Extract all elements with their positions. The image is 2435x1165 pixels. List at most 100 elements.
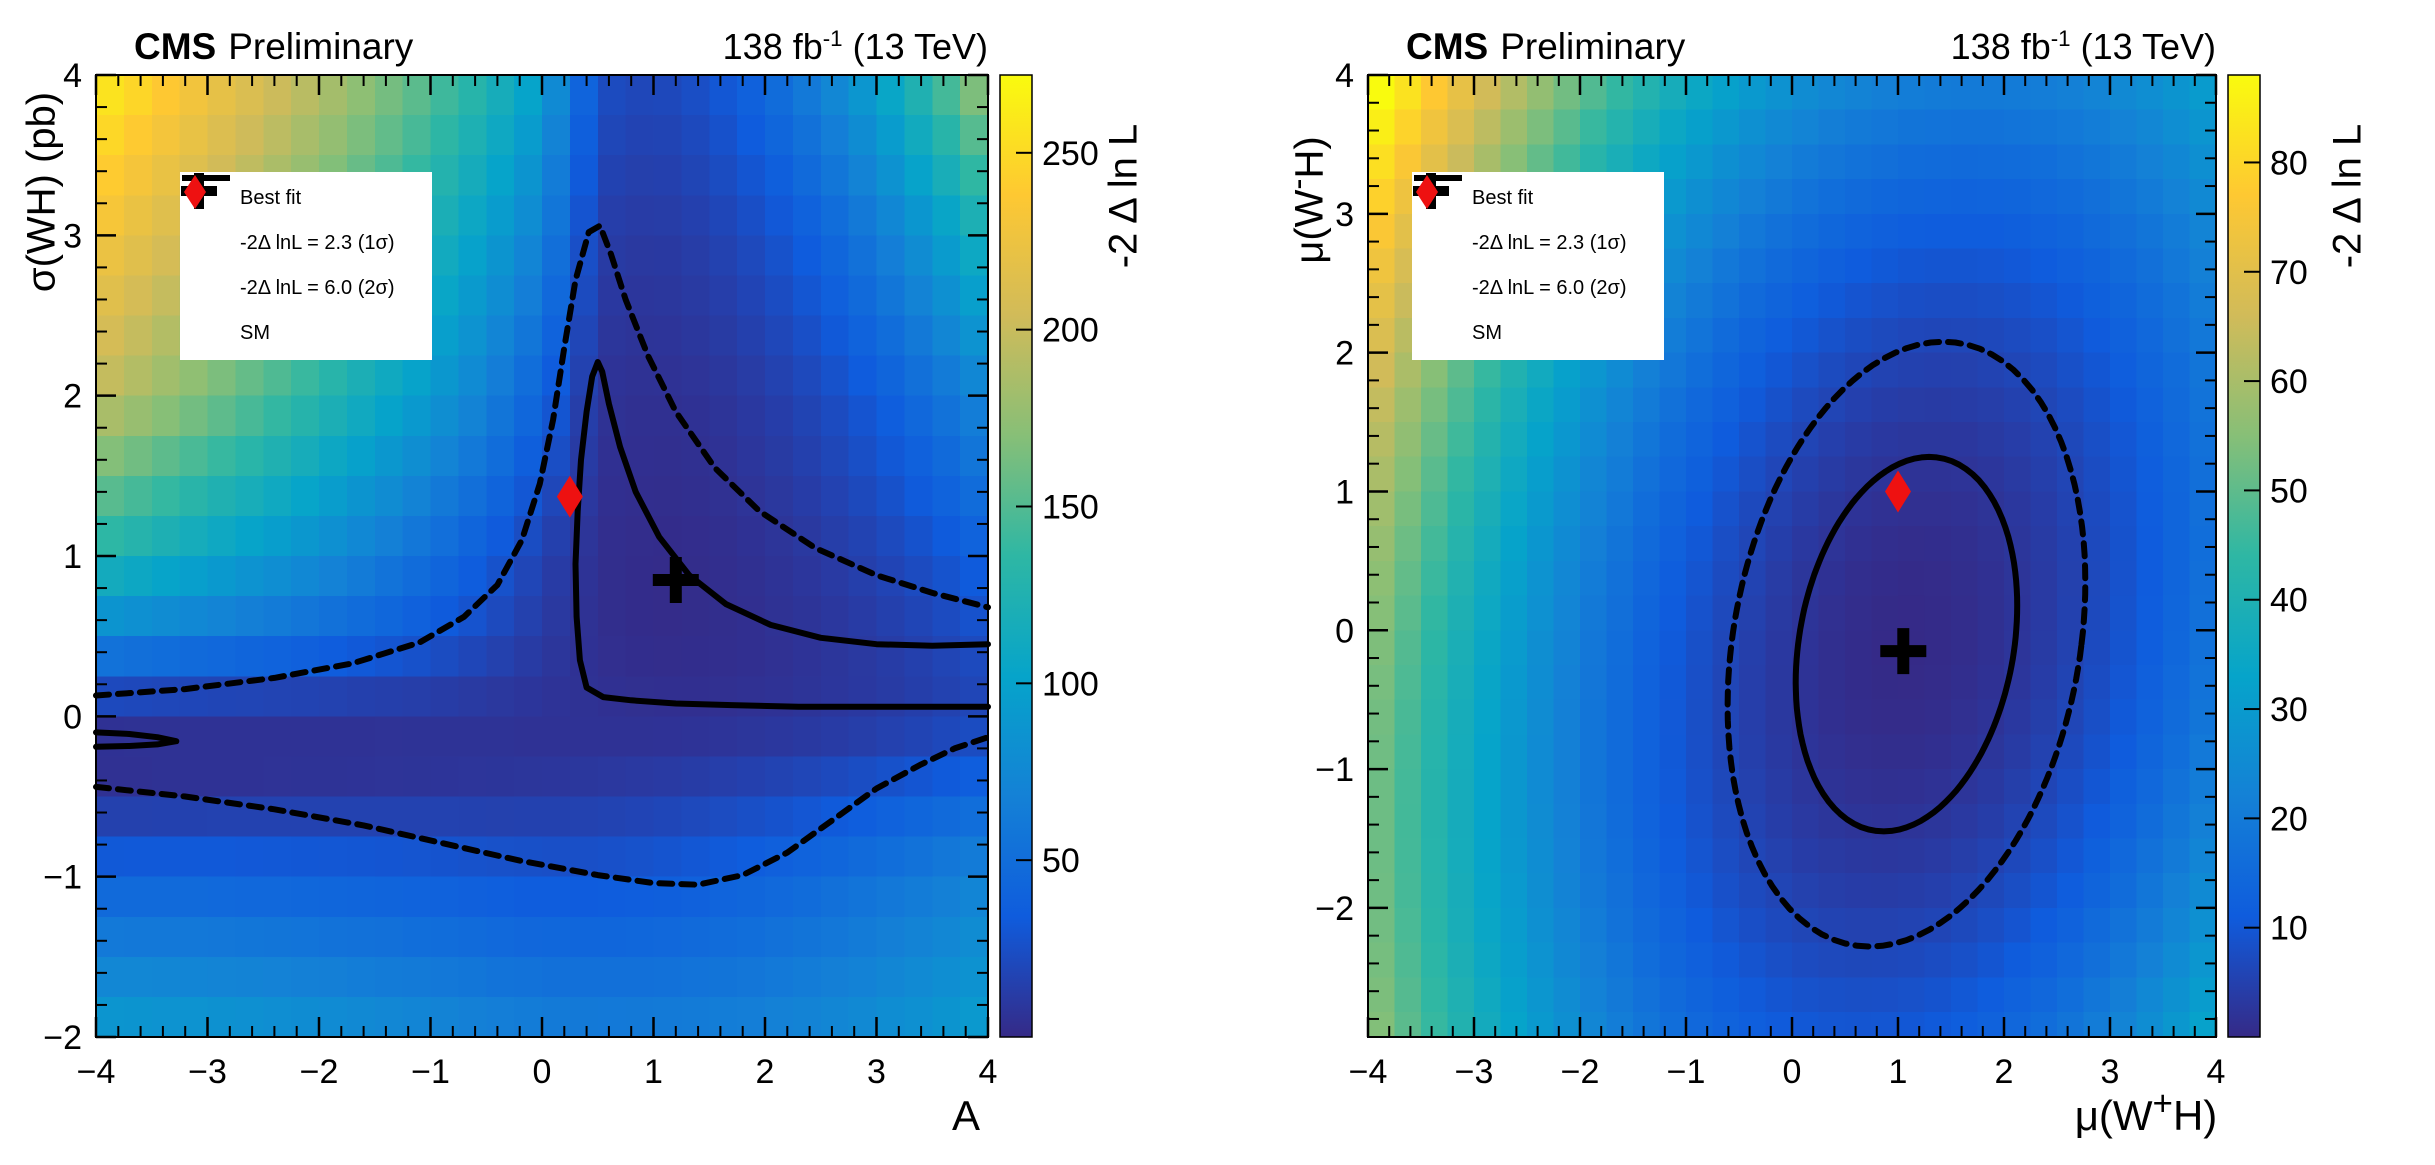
svg-text:0: 0 (63, 698, 82, 736)
preliminary-label: Preliminary (1500, 26, 1686, 67)
svg-text:1: 1 (644, 1053, 663, 1091)
svg-text:0: 0 (1335, 612, 1354, 650)
svg-text:4: 4 (1335, 57, 1354, 95)
panel-right: −4 −3 −2 −1 0 1 2 3 4 −2 −1 0 1 2 3 4 10 20 30 40 50 60 70 80 (1315, 57, 2308, 1091)
cms-label: CMS (1406, 26, 1489, 67)
svg-text:70: 70 (2270, 254, 2308, 292)
svg-text:1: 1 (1889, 1053, 1908, 1091)
svg-text:−3: −3 (188, 1053, 227, 1091)
svg-text:3: 3 (63, 217, 82, 255)
svg-text:4: 4 (63, 57, 82, 95)
svg-text:0: 0 (533, 1053, 552, 1091)
y-axis-title-left: σ(WH) (pb) (19, 91, 64, 293)
best-fit-marker (652, 557, 699, 604)
legend-item: -2Δ lnL = 6.0 (2σ) (180, 175, 432, 311)
lumi-sup: -1 (2050, 26, 2071, 51)
svg-text:3: 3 (2101, 1053, 2120, 1091)
markers (1880, 470, 1927, 675)
svg-text:−4: −4 (77, 1053, 116, 1091)
svg-text:−4: −4 (1349, 1053, 1388, 1091)
axes: −4 −3 −2 −1 0 1 2 3 4 −2 −1 0 1 2 3 4 (43, 57, 997, 1091)
axes: −4 −3 −2 −1 0 1 2 3 4 −2 −1 0 1 2 3 4 (1315, 57, 2225, 1091)
legend-item-label: Best fit (1472, 187, 1534, 209)
svg-text:1: 1 (1335, 473, 1354, 511)
z-axis-title-right: -2 Δ ln L (2325, 123, 2370, 269)
legend-item-label: Best fit (240, 187, 302, 209)
sm-marker (1885, 470, 1911, 513)
svg-text:−2: −2 (300, 1053, 339, 1091)
dashed-contour-legend-icon (1414, 175, 1462, 181)
legend-item: -2Δ lnL = 2.3 (1σ) (1412, 175, 1664, 266)
legend-item-label: -2Δ lnL = 2.3 (1σ) (240, 232, 395, 254)
svg-text:30: 30 (2270, 691, 2308, 729)
svg-text:3: 3 (1335, 196, 1354, 234)
contours (93, 222, 991, 888)
svg-text:2: 2 (1335, 335, 1354, 373)
markers (556, 475, 699, 604)
svg-text:40: 40 (2270, 582, 2308, 620)
svg-text:0: 0 (1783, 1053, 1802, 1091)
legend-left: Best fit -2Δ lnL = 2.3 (1σ) -2Δ lnL = 6.0 … (180, 172, 432, 360)
svg-text:−2: −2 (1561, 1053, 1600, 1091)
z-axis-title-left: -2 Δ ln L (1101, 123, 1146, 269)
lumi-prefix: 138 fb (1950, 26, 2051, 67)
svg-text:−1: −1 (43, 859, 82, 897)
heatmap (1368, 75, 2217, 1038)
legend-item: SM (180, 175, 432, 356)
panel-left: −4 −3 −2 −1 0 1 2 3 4 −2 −1 0 1 2 3 4 50 100 150 200 250 (43, 57, 1099, 1091)
legend-item-label: -2Δ lnL = 6.0 (2σ) (240, 277, 395, 299)
svg-text:2: 2 (756, 1053, 775, 1091)
legend-item-label: -2Δ lnL = 6.0 (2σ) (1472, 277, 1627, 299)
svg-text:80: 80 (2270, 144, 2308, 182)
sm-legend-icon (1416, 175, 1438, 209)
svg-text:−1: −1 (1667, 1053, 1706, 1091)
lumi-label-left: 138 fb-1 (13 TeV) (96, 26, 988, 68)
preliminary-label: Preliminary (228, 26, 414, 67)
colorbar: 50 100 150 200 250 (999, 74, 1099, 1038)
x-axis-title-left: A (951, 1092, 981, 1139)
svg-text:60: 60 (2270, 363, 2308, 401)
legend-item-label: SM (240, 322, 270, 344)
legend-right: Best fit -2Δ lnL = 2.3 (1σ) -2Δ lnL = 6.0 … (1412, 172, 1664, 360)
svg-text:100: 100 (1042, 665, 1099, 703)
svg-text:−1: −1 (1315, 751, 1354, 789)
colorbar: 10 20 30 40 50 60 70 80 (2227, 74, 2308, 1038)
svg-text:−2: −2 (43, 1019, 82, 1057)
svg-text:−2: −2 (1315, 890, 1354, 928)
svg-text:3: 3 (867, 1053, 886, 1091)
svg-text:150: 150 (1042, 488, 1099, 526)
lumi-suffix: (13 TeV) (2070, 26, 2216, 67)
lumi-sup: -1 (822, 26, 843, 51)
svg-text:1: 1 (63, 538, 82, 576)
legend-item: -2Δ lnL = 6.0 (2σ) (1412, 175, 1664, 311)
svg-text:20: 20 (2270, 800, 2308, 838)
heatmap (96, 75, 989, 1038)
contours (1724, 338, 2089, 950)
svg-text:10: 10 (2270, 910, 2308, 948)
lumi-prefix: 138 fb (722, 26, 823, 67)
x-axis-title-right: μ(W+H) (2074, 1084, 2218, 1139)
svg-text:−1: −1 (411, 1053, 450, 1091)
legend-item-label: -2Δ lnL = 2.3 (1σ) (1472, 232, 1627, 254)
legend-item: SM (1412, 175, 1664, 356)
lumi-suffix: (13 TeV) (842, 26, 988, 67)
svg-text:50: 50 (2270, 472, 2308, 510)
cms-label: CMS (134, 26, 217, 67)
svg-text:2: 2 (1995, 1053, 2014, 1091)
sm-legend-icon (184, 175, 206, 209)
legend-item-label: SM (1472, 322, 1502, 344)
svg-text:4: 4 (979, 1053, 998, 1091)
best-fit-marker (1880, 628, 1927, 675)
lumi-label-right: 138 fb-1 (13 TeV) (1368, 26, 2216, 68)
svg-text:250: 250 (1042, 135, 1099, 173)
svg-text:−3: −3 (1455, 1053, 1494, 1091)
cms-header-right: CMS Preliminary (1406, 26, 1685, 68)
legend-item: -2Δ lnL = 2.3 (1σ) (180, 175, 432, 266)
svg-text:200: 200 (1042, 312, 1099, 350)
svg-text:4: 4 (2207, 1053, 2226, 1091)
svg-text:2: 2 (63, 378, 82, 416)
cms-header-left: CMS Preliminary (134, 26, 413, 68)
dashed-contour-legend-icon (182, 175, 230, 181)
